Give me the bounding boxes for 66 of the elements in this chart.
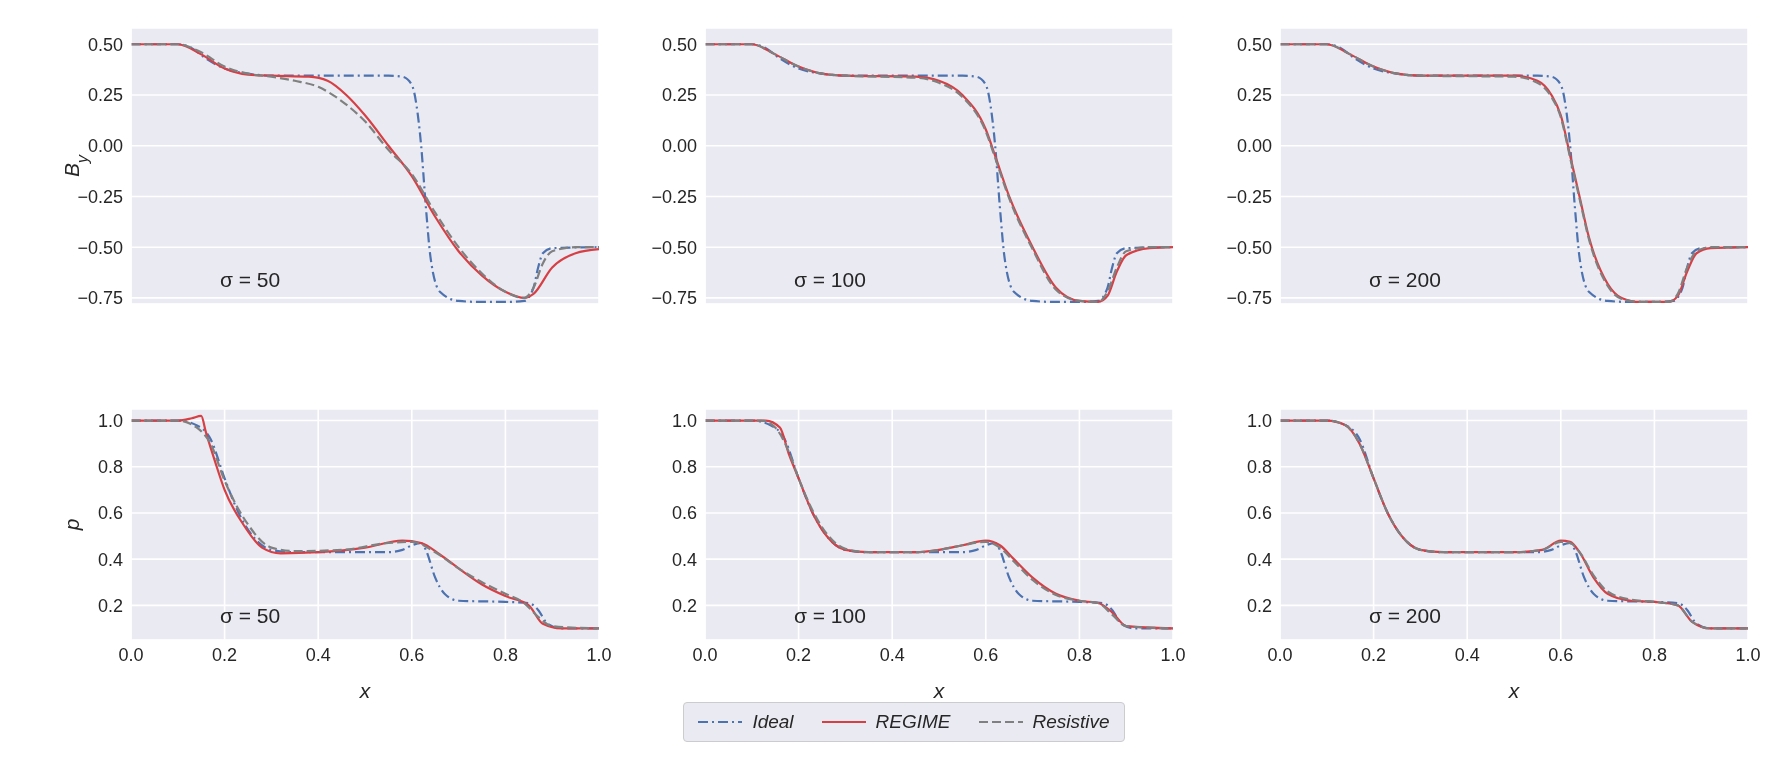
y-tick-label: 0.4 [97,549,123,570]
y-tick-label: −0.25 [651,186,697,207]
y-tick-label: 0.25 [1236,85,1272,106]
x-tick-label: 0.8 [1641,644,1667,665]
legend-label: Ideal [752,711,794,733]
y-tick-label: 1.0 [671,410,697,431]
x-tick-label: 0.6 [399,644,425,665]
y-tick-label: 0.25 [87,85,123,106]
x-tick-label: 0.4 [305,644,331,665]
line-series [705,419,1173,630]
y-tick-label: 0.8 [97,457,123,478]
x-tick-label: 0.0 [692,644,718,665]
y-tick-label: −0.50 [1226,237,1272,258]
y-tick-label: −0.50 [651,237,697,258]
y-tick-label: 0.4 [1246,549,1272,570]
x-tick-label: 1.0 [1735,644,1761,665]
x-tick-label: 0.4 [1454,644,1480,665]
y-tick-label: −0.25 [77,186,123,207]
annotation: σ = 100 [793,604,866,628]
y-tick-label: −0.75 [651,288,697,309]
x-tick-label: 0.2 [212,644,238,665]
y-tick-label: 0.00 [87,136,123,157]
y-tick-label: 0.8 [671,457,697,478]
x-tick-label: 0.2 [786,644,812,665]
y-tick-label: 0.2 [671,595,697,616]
x-tick-label: 0.6 [973,644,999,665]
x-tick-label: 0.2 [1361,644,1387,665]
y-tick-label: 1.0 [97,410,123,431]
annotation: σ = 200 [1368,604,1441,628]
y-tick-label: 0.00 [661,136,697,157]
x-tick-label: 0.8 [492,644,518,665]
x-tick-label: 0.0 [1267,644,1293,665]
y-tick-label: −0.75 [1226,288,1272,309]
y-tick-label: 0.50 [1236,34,1272,55]
annotation: σ = 50 [219,604,281,628]
y-tick-label: 1.0 [1246,410,1272,431]
x-axis-title: x [932,679,946,702]
y-tick-label: −0.50 [77,237,123,258]
annotation: σ = 50 [219,268,281,292]
y-tick-label: 0.6 [1246,503,1272,524]
x-axis-title: x [1507,679,1521,702]
x-axis-title: x [358,679,372,702]
x-tick-label: 0.8 [1066,644,1092,665]
y-tick-label: 0.8 [1246,457,1272,478]
y-tick-label: 0.00 [1236,136,1272,157]
x-tick-label: 0.6 [1548,644,1574,665]
annotation: σ = 100 [793,268,866,292]
y-tick-label: 0.25 [661,85,697,106]
x-tick-label: 0.0 [118,644,144,665]
line-series [1280,419,1748,630]
y-tick-label: 0.6 [97,503,123,524]
x-tick-label: 1.0 [586,644,612,665]
y-tick-label: 0.50 [87,34,123,55]
y-tick-label: 0.2 [1246,595,1272,616]
legend-label: REGIME [875,711,951,733]
x-tick-label: 0.4 [879,644,905,665]
annotation: σ = 200 [1368,268,1441,292]
y-tick-label: 0.50 [661,34,697,55]
y-tick-label: −0.25 [1226,186,1272,207]
y-axis-title: p [60,518,83,532]
legend-label: Resistive [1032,711,1110,733]
y-tick-label: 0.2 [97,595,123,616]
y-tick-label: −0.75 [77,288,123,309]
y-tick-label: 0.6 [671,503,697,524]
x-tick-label: 1.0 [1160,644,1186,665]
y-tick-label: 0.4 [671,549,697,570]
